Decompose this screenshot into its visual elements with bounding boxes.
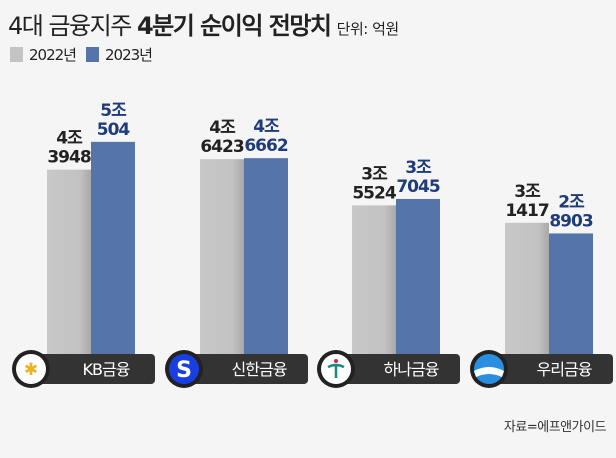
bar-2022: [352, 205, 396, 356]
chart-title: 4대 금융지주 4분기 순이익 전망치 단위: 억원: [8, 6, 399, 41]
category-pill: [495, 354, 613, 384]
legend: 2022년 2023년: [10, 44, 153, 65]
category-label: KB금융: [83, 360, 130, 379]
data-label: 8903: [549, 211, 592, 231]
legend-swatch-2022: [10, 47, 23, 62]
category-label: 우리금융: [537, 360, 592, 379]
shinhan-logo-icon: [169, 354, 199, 384]
data-label: 4조: [253, 117, 280, 137]
bar-2022: [200, 159, 244, 356]
data-label: 3948: [47, 148, 90, 168]
data-label: 7045: [396, 177, 439, 197]
data-label: 1417: [505, 201, 548, 221]
title-bold: 4분기 순이익 전망치: [136, 12, 332, 40]
data-label: 2조: [558, 192, 585, 212]
data-label: 3조: [514, 182, 541, 202]
data-label: 4조: [209, 118, 236, 138]
data-label: 6423: [200, 137, 243, 157]
hana-logo-mark: [327, 363, 345, 378]
legend-label-2023: 2023년: [104, 46, 153, 64]
legend-swatch-2023: [85, 47, 99, 62]
bar-2022: [47, 169, 91, 356]
kb-logo-mark: ✱: [24, 360, 38, 380]
data-label: 3조: [361, 164, 388, 184]
hana-logo-dot: [334, 359, 338, 363]
bar-2023: [549, 233, 593, 356]
category-pill: [342, 354, 460, 384]
bar-2023: [91, 141, 135, 356]
category-label: 하나금융: [384, 360, 439, 379]
legend-label-2022: 2022년: [29, 46, 77, 64]
data-label: 4조: [56, 129, 83, 149]
category-pill: [190, 354, 308, 384]
category-label: 신한금융: [232, 360, 287, 379]
data-label: 6662: [244, 136, 287, 156]
bar-2023: [244, 158, 288, 356]
data-label: 3조: [405, 158, 432, 178]
data-label: 5조: [100, 101, 127, 121]
bar-2022: [505, 222, 549, 356]
title-light: 4대 금융지주: [8, 12, 132, 40]
woori-logo-mark: [474, 367, 504, 377]
data-label: 5524: [352, 183, 396, 203]
kb-logo-icon: [16, 354, 46, 384]
source-note: 자료=에프앤가이드: [503, 420, 607, 435]
shinhan-logo-mark: S: [176, 358, 192, 383]
bar-2023: [396, 198, 440, 356]
data-label: 504: [97, 120, 131, 140]
category-pill: [37, 354, 155, 384]
unit-label: 단위: 억원: [336, 20, 400, 38]
